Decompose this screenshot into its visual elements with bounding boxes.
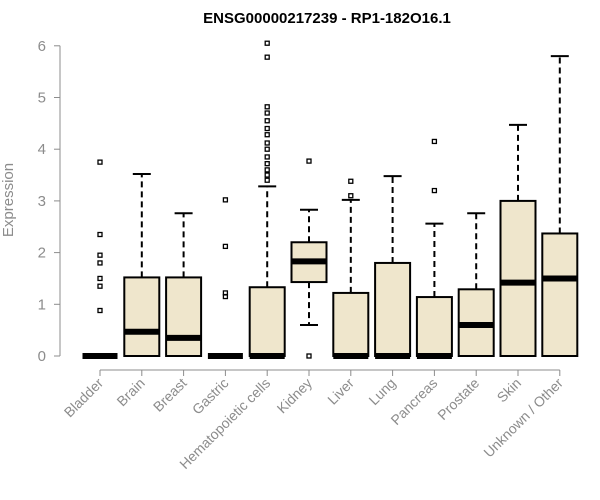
box [123,276,161,357]
y-axis-label: Expression [0,163,17,237]
box-group [499,123,537,357]
outlier-point [264,140,270,146]
outlier-point [348,178,354,184]
outlier-point [431,187,438,194]
outlier-point [264,172,270,178]
outlier-point [222,197,229,203]
box-group [457,212,495,358]
y-tick-label: 2 [38,245,46,262]
outlier-point [97,260,103,266]
y-tick-label: 6 [38,38,46,55]
box-group [332,178,370,359]
box [374,261,412,357]
box-group [374,175,412,359]
y-axis: 0 1 2 3 4 5 6 [38,38,61,365]
outlier-point [264,177,270,183]
outlier-point [222,293,229,300]
box-group [165,212,203,357]
box [332,291,370,357]
box-group [207,197,243,359]
y-tick-label: 3 [38,193,46,210]
box-group [248,40,286,359]
y-tick-label: 4 [38,141,46,158]
x-tick-label: Breast [150,375,190,415]
box-group [82,159,118,359]
outlier-point [97,159,103,165]
box [499,199,537,357]
outlier-point [264,104,270,110]
y-tick-label: 5 [38,90,46,107]
x-tick-label: Bladder [61,375,107,421]
x-tick-label: Brain [113,375,147,409]
x-tick-label: Skin [494,375,525,406]
outlier-point [264,132,270,138]
x-tick-label: Prostate [434,375,482,423]
box [165,276,203,357]
outlier-point [97,283,103,289]
box-group [123,173,161,357]
x-tick-label: Kidney [274,375,316,417]
box [248,286,286,358]
outlier-point [264,154,270,160]
box [415,296,453,358]
y-tick-label: 0 [38,348,46,365]
x-tick-label: Unknown / Other [480,375,566,461]
outlier-point [264,161,270,167]
box-group [290,158,328,359]
x-tick-label: Lung [365,375,398,408]
outlier-point [264,167,270,173]
x-tick-label: Liver [324,375,357,408]
outlier-point [97,231,103,238]
outlier-point [431,138,438,145]
box-group [541,55,579,357]
outlier-point [264,54,270,60]
outlier-point [264,146,270,152]
outlier-point [306,353,312,359]
outlier-point [264,125,270,132]
outlier-point [97,275,103,282]
outlier-point [306,158,312,164]
y-tick-label: 1 [38,296,46,313]
plot-area [82,40,579,359]
outlier-point [264,40,270,46]
outlier-point [97,252,103,258]
outlier-point [264,118,270,124]
outlier-point [222,243,229,250]
box [541,232,579,357]
outlier-point [97,307,103,314]
outlier-point [264,110,270,116]
outlier-point [348,193,354,199]
chart-title: ENSG00000217239 - RP1-182O16.1 [203,10,451,27]
box-group [415,138,453,359]
